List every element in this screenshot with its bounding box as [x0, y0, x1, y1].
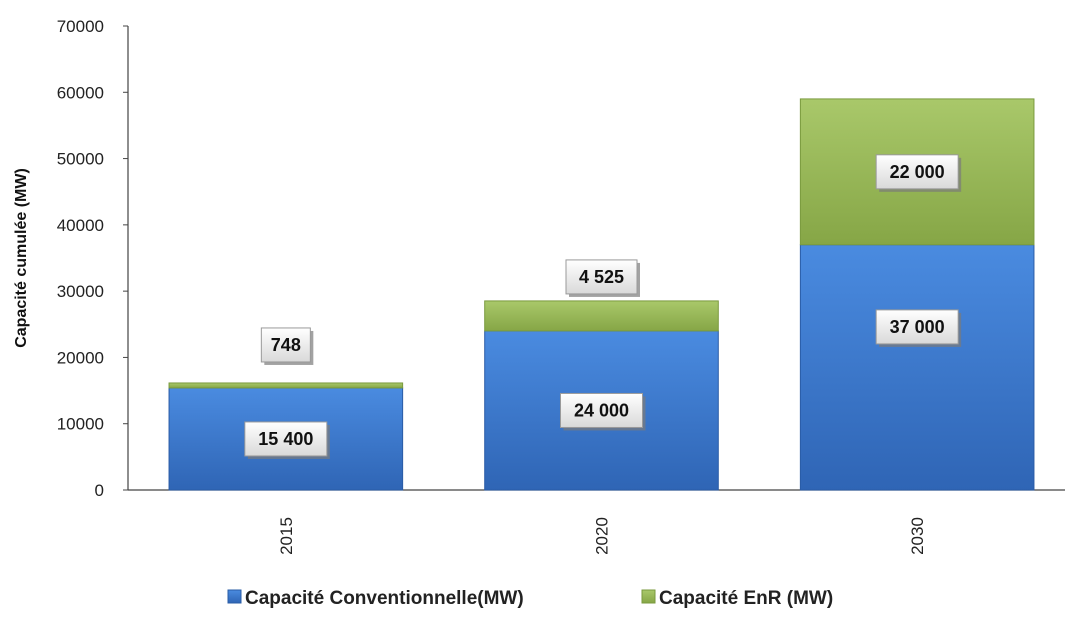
legend: Capacité Conventionnelle(MW) Capacité EnR… — [227, 588, 833, 609]
data-label-conventionnelle-2020: 24 000 — [560, 392, 646, 431]
y-tick-label: 10000 — [57, 415, 104, 434]
y-tick-label: 40000 — [57, 216, 104, 235]
data-label-text: 37 000 — [890, 317, 945, 337]
data-label-enr-2020: 4 525 — [565, 259, 640, 297]
data-label-box — [260, 327, 311, 363]
data-label-box — [560, 392, 643, 428]
y-tick-label: 30000 — [57, 282, 104, 301]
bar-conventionnelle-2030 — [799, 244, 1035, 491]
y-axis-title: Capacité cumulée (MW) — [13, 168, 30, 348]
data-label-box — [875, 154, 959, 190]
y-tick-label: 70000 — [57, 17, 104, 36]
legend-swatch — [641, 589, 656, 604]
x-tick-label: 2020 — [593, 517, 612, 555]
y-tick-label: 50000 — [57, 150, 104, 169]
legend-swatch — [227, 589, 242, 604]
bar-enr-2020 — [484, 300, 719, 332]
y-tick-label: 0 — [95, 481, 104, 500]
legend-item-conventionnelle: Capacité Conventionnelle(MW) — [227, 588, 524, 609]
legend-label: Capacité Conventionnelle(MW) — [245, 588, 524, 609]
data-label-conventionnelle-2030: 37 000 — [875, 309, 962, 347]
bar-enr-2015 — [168, 382, 404, 389]
legend-label: Capacité EnR (MW) — [659, 588, 833, 609]
y-tick-label: 20000 — [57, 348, 104, 367]
legend-item-enr: Capacité EnR (MW) — [641, 588, 833, 609]
data-label-text: 4 525 — [579, 267, 624, 287]
data-label-box — [875, 309, 959, 345]
y-tick-label: 60000 — [57, 83, 104, 102]
data-labels: 15 400 748 24 000 4 525 37 000 22 000 — [244, 154, 962, 459]
data-label-text: 15 400 — [258, 429, 313, 449]
data-label-conventionnelle-2015: 15 400 — [244, 421, 330, 459]
y-axis: 0 10000 20000 30000 40000 50000 60000 70000 — [57, 17, 129, 500]
x-axis: 2015 2020 2030 — [128, 489, 1065, 555]
data-label-text: 24 000 — [574, 400, 629, 420]
data-label-box — [565, 259, 638, 295]
data-label-enr-2030: 22 000 — [875, 154, 962, 192]
data-label-enr-2015: 748 — [260, 327, 314, 365]
data-label-text: 748 — [271, 335, 301, 355]
data-label-text: 22 000 — [890, 162, 945, 182]
x-tick-label: 2015 — [277, 517, 296, 555]
data-label-box — [244, 421, 328, 457]
x-tick-label: 2030 — [908, 517, 927, 555]
